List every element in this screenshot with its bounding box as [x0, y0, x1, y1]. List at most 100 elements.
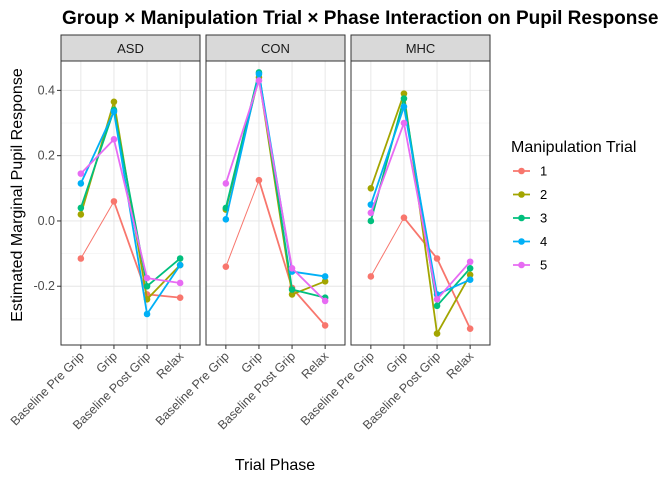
series-segment — [113, 111, 148, 315]
series-segment — [146, 293, 181, 299]
series-segment — [436, 261, 471, 300]
data-point — [176, 294, 184, 301]
data-point — [110, 136, 118, 143]
series-segment — [80, 201, 115, 259]
panel-border — [350, 60, 491, 346]
series-segment — [403, 217, 438, 260]
data-point — [222, 263, 230, 270]
data-point — [400, 90, 408, 97]
data-point — [433, 330, 441, 337]
data-point — [176, 255, 184, 262]
data-point — [176, 261, 184, 269]
legend-item-3: 3 — [513, 211, 547, 226]
x-tick-label: Grip — [238, 349, 265, 376]
series-segment — [258, 80, 293, 269]
data-point — [466, 276, 474, 284]
series-segment — [291, 267, 326, 302]
data-point — [466, 325, 474, 332]
data-point — [321, 297, 329, 305]
series-5 — [222, 77, 329, 305]
data-point — [367, 273, 375, 280]
data-point — [367, 217, 375, 225]
data-point — [321, 273, 329, 280]
legend-item-4: 4 — [513, 234, 547, 249]
legend-key-point — [518, 191, 525, 198]
x-tick-label: Relax — [154, 349, 187, 382]
panel-strip — [205, 34, 346, 62]
data-point — [110, 198, 118, 205]
data-point — [433, 295, 441, 303]
series-segment — [291, 287, 326, 327]
data-point — [77, 204, 85, 212]
series-segment — [291, 280, 326, 296]
series-segment — [113, 139, 148, 279]
series-segment — [80, 109, 115, 209]
series-segment — [370, 93, 405, 189]
data-point — [400, 95, 408, 102]
data-point — [288, 286, 296, 293]
data-point — [77, 170, 85, 177]
data-point — [110, 98, 118, 106]
data-point — [367, 209, 375, 217]
panel-border — [205, 60, 346, 346]
legend-label: 3 — [540, 211, 547, 226]
series-segment — [403, 122, 438, 300]
x-tick-label: Relax — [299, 349, 332, 382]
data-point — [143, 282, 151, 290]
series-segment — [436, 274, 471, 335]
data-point — [110, 108, 118, 115]
series-4 — [367, 103, 474, 298]
data-point — [433, 255, 441, 262]
series-1 — [367, 214, 474, 332]
data-point — [222, 180, 230, 187]
data-point — [77, 255, 85, 262]
data-point — [466, 264, 474, 272]
series-segment — [403, 106, 438, 295]
x-tick-label: Grip — [93, 349, 120, 376]
legend-title: Manipulation Trial — [511, 139, 636, 156]
data-point — [288, 264, 296, 272]
y-tick-label: -0.2 — [33, 279, 55, 293]
y-tick-label: 0.4 — [38, 83, 55, 97]
data-point — [400, 103, 408, 111]
data-point — [466, 258, 474, 266]
data-point — [77, 180, 85, 187]
y-tick-label: 0.2 — [38, 149, 55, 163]
data-point — [143, 310, 151, 318]
series-segment — [370, 106, 405, 205]
legend-item-5: 5 — [513, 258, 547, 273]
legend-key-point — [518, 261, 525, 269]
series-4 — [77, 108, 184, 318]
panel-strip-label: MHC — [406, 41, 436, 56]
series-segment — [225, 179, 260, 267]
legend-item-2: 2 — [513, 187, 547, 202]
series-segment — [225, 80, 260, 184]
x-tick-label: Relax — [444, 349, 477, 382]
series-segment — [370, 122, 405, 214]
legend-label: 5 — [540, 258, 547, 273]
data-point — [321, 322, 329, 329]
data-point — [176, 279, 184, 287]
legend-key-point — [518, 238, 525, 245]
panel-border — [60, 60, 201, 346]
series-segment — [80, 111, 115, 184]
series-segment — [146, 257, 181, 287]
panel-strip-label: ASD — [117, 41, 144, 56]
legend-item-1: 1 — [513, 164, 547, 179]
data-point — [321, 278, 329, 285]
data-point — [433, 302, 441, 310]
series-5 — [77, 136, 184, 287]
y-tick-label: 0.0 — [38, 214, 55, 228]
data-point — [255, 70, 263, 78]
data-point — [222, 216, 230, 223]
data-point — [466, 271, 474, 279]
series-segment — [80, 138, 115, 175]
data-point — [400, 214, 408, 221]
series-5 — [367, 119, 474, 303]
panel-strip — [60, 34, 201, 62]
series-segment — [370, 217, 405, 277]
x-tick-label: Grip — [383, 349, 410, 376]
panel-strip — [350, 34, 491, 62]
